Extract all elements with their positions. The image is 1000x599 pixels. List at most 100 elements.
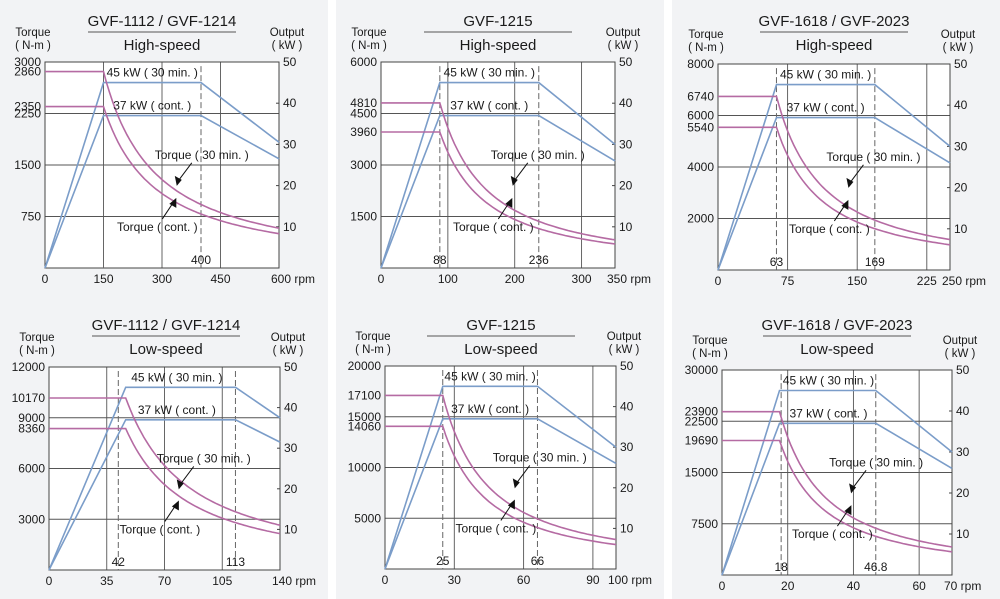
arrowhead-torque-30min <box>849 483 857 494</box>
y-right-unit: ( kW ) <box>273 345 304 357</box>
y-right-label: Output <box>606 27 641 39</box>
y-left-tick-label: 3960 <box>350 125 377 139</box>
y-left-tick-label: 30000 <box>685 363 719 377</box>
y-left-tick-label: 5540 <box>687 120 714 134</box>
x-tick-label: 450 <box>210 272 230 286</box>
chart-title: GVF-1112 / GVF-1214 <box>88 13 237 30</box>
chart-subtitle: High-speed <box>460 37 537 54</box>
x-tick-label: 300 <box>152 272 172 286</box>
x-tick-label: 350 rpm <box>607 272 651 286</box>
y-left-tick-label: 6740 <box>687 89 714 103</box>
plot-frame <box>380 61 616 269</box>
annotation-output-30min: 45 kW ( 30 min. ) <box>131 370 222 384</box>
output-line-30min <box>384 385 617 570</box>
y-left-unit: ( N-m ) <box>351 40 387 52</box>
x-tick-label: 0 <box>378 272 385 286</box>
corner-speed-label: 66 <box>531 554 545 568</box>
annotation-torque-cont: Torque ( cont. ) <box>456 521 537 535</box>
annotation-output-30min: 45 kW ( 30 min. ) <box>780 68 871 82</box>
y-right-unit: ( kW ) <box>943 42 974 54</box>
y-right-tick-label: 50 <box>283 55 297 69</box>
y-left-tick-label: 6000 <box>18 462 45 476</box>
corner-speed-label: 400 <box>191 253 211 267</box>
y-left-tick-label: 15000 <box>348 410 382 424</box>
y-right-unit: ( kW ) <box>272 40 303 52</box>
y-right-tick-label: 10 <box>284 522 298 536</box>
x-tick-label: 60 <box>517 573 531 587</box>
arrowhead-torque-30min <box>174 175 182 186</box>
arrowhead-torque-cont <box>507 499 515 510</box>
arrowhead-torque-cont <box>505 197 513 208</box>
annotation-output-cont: 37 kW ( cont. ) <box>450 99 528 113</box>
annotation-torque-30min: Torque ( 30 min. ) <box>829 455 923 469</box>
y-left-tick-label: 22500 <box>685 414 719 428</box>
y-left-tick-label: 2860 <box>14 65 41 79</box>
torque-curve-30min <box>381 102 616 241</box>
y-left-tick-label: 4500 <box>350 107 377 121</box>
y-right-tick-label: 10 <box>619 220 633 234</box>
x-tick-label: 90 <box>586 573 600 587</box>
x-tick-label: 75 <box>781 274 795 288</box>
arrowhead-torque-30min <box>176 479 184 490</box>
torque-curve-cont <box>49 427 281 535</box>
corner-speed-label: 46.8 <box>864 560 888 574</box>
y-right-tick-label: 40 <box>956 404 970 418</box>
y-right-tick-label: 10 <box>954 222 968 236</box>
y-right-tick-label: 50 <box>954 57 968 71</box>
y-right-tick-label: 30 <box>284 441 298 455</box>
y-right-tick-label: 40 <box>283 96 297 110</box>
y-left-tick-label: 5000 <box>354 511 381 525</box>
x-tick-label: 20 <box>781 579 795 593</box>
y-left-tick-label: 7500 <box>691 517 718 531</box>
annotation-torque-30min: Torque ( 30 min. ) <box>826 150 920 164</box>
torque-curve-30min <box>49 397 281 526</box>
output-line-30min <box>721 389 953 576</box>
corner-speed-label: 169 <box>865 255 885 269</box>
base-speed-label: 63 <box>770 255 784 269</box>
y-right-label: Output <box>271 332 306 344</box>
y-right-tick-label: 10 <box>956 527 970 541</box>
y-left-label: Torque <box>19 332 54 344</box>
annotation-output-30min: 45 kW ( 30 min. ) <box>107 66 198 80</box>
annotation-torque-cont: Torque ( cont. ) <box>789 222 870 236</box>
y-left-tick-label: 12000 <box>12 360 46 374</box>
y-right-tick-label: 20 <box>283 179 297 193</box>
torque-output-chart-6: GVF-1618 / GVF-2023 Low-speed Torque( N-m … <box>685 317 982 593</box>
output-line-cont <box>44 114 280 269</box>
x-tick-label: 40 <box>847 579 861 593</box>
y-left-tick-label: 4000 <box>687 160 714 174</box>
annotation-output-30min: 45 kW ( 30 min. ) <box>444 369 535 383</box>
annotation-torque-30min: Torque ( 30 min. ) <box>157 451 251 465</box>
y-left-tick-label: 9000 <box>18 411 45 425</box>
y-left-tick-label: 8000 <box>687 57 714 71</box>
torque-curve-30min <box>385 394 617 541</box>
y-left-tick-label: 6000 <box>687 109 714 123</box>
y-right-label: Output <box>607 331 642 343</box>
annotation-output-30min: 45 kW ( 30 min. ) <box>783 374 874 388</box>
y-left-unit: ( N-m ) <box>15 40 51 52</box>
x-tick-label: 0 <box>715 274 722 288</box>
y-left-unit: ( N-m ) <box>688 42 724 54</box>
y-left-tick-label: 2250 <box>14 107 41 121</box>
torque-curve-cont <box>385 425 617 546</box>
y-right-label: Output <box>941 29 976 41</box>
x-tick-label: 35 <box>100 574 114 588</box>
x-tick-label: 150 <box>847 274 867 288</box>
y-right-tick-label: 30 <box>619 137 633 151</box>
annotation-torque-30min: Torque ( 30 min. ) <box>491 148 585 162</box>
arrowhead-torque-cont <box>169 197 177 208</box>
x-tick-label: 0 <box>382 573 389 587</box>
y-left-label: Torque <box>15 27 50 39</box>
y-right-tick-label: 30 <box>956 445 970 459</box>
torque-output-chart-1: GVF-1112 / GVF-1214 High-speed Torque( N-m… <box>14 13 315 286</box>
chart-subtitle: Low-speed <box>464 341 537 358</box>
y-right-tick-label: 50 <box>956 363 970 377</box>
plot-frame <box>384 365 617 570</box>
x-tick-label: 70 <box>158 574 172 588</box>
y-left-tick-label: 3000 <box>14 55 41 69</box>
chart-subtitle: High-speed <box>796 37 873 54</box>
x-tick-label: 225 <box>917 274 937 288</box>
x-tick-label: 0 <box>42 272 49 286</box>
annotation-output-cont: 37 kW ( cont. ) <box>138 403 216 417</box>
